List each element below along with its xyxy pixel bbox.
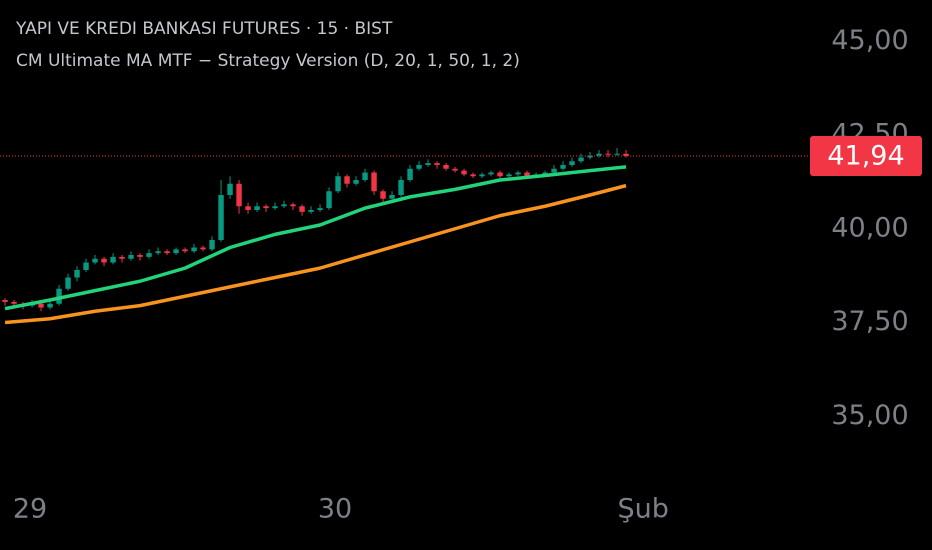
- candle-body: [110, 256, 116, 263]
- candle-body: [101, 258, 107, 263]
- x-tick-label: 29: [13, 494, 47, 525]
- candle-body: [407, 168, 413, 180]
- candle-body: [461, 170, 467, 175]
- candle-body: [425, 163, 431, 165]
- candle-body: [542, 172, 548, 175]
- candle-body: [92, 258, 98, 263]
- candle-body: [74, 270, 80, 278]
- candle-body: [290, 204, 296, 207]
- candle-body: [389, 195, 395, 199]
- candle-body: [569, 161, 575, 165]
- candle-body: [209, 240, 215, 250]
- candle-body: [164, 251, 170, 254]
- candle-body: [65, 277, 71, 289]
- candle-body: [308, 210, 314, 212]
- candle-body: [119, 256, 125, 259]
- candle-body: [371, 172, 377, 192]
- candle-body: [623, 153, 629, 156]
- candle-body: [272, 206, 278, 209]
- candle-body: [434, 163, 440, 165]
- candle-body: [254, 206, 260, 210]
- candle-body: [200, 247, 206, 250]
- candle-body: [398, 180, 404, 195]
- chart-title: YAPI VE KREDI BANKASI FUTURES · 15 · BIS…: [15, 19, 393, 39]
- candle-body: [524, 172, 530, 177]
- candle-body: [614, 153, 620, 155]
- last-price-box: [810, 136, 922, 176]
- candle-body: [38, 303, 44, 308]
- candle-body: [146, 253, 152, 257]
- candle-body: [587, 155, 593, 158]
- candle-body: [227, 183, 233, 195]
- candle-body: [281, 204, 287, 207]
- candle-body: [11, 301, 17, 304]
- ma-line: [4, 183, 627, 325]
- candle-body: [218, 195, 224, 240]
- candle-body: [605, 153, 611, 155]
- candle-body: [515, 172, 521, 175]
- last-price-label: 41,94: [827, 141, 904, 172]
- candle-body: [380, 191, 386, 199]
- chart-subtitle: CM Ultimate MA MTF − Strategy Version (D…: [16, 51, 520, 71]
- candle-body: [578, 157, 584, 162]
- candle-body: [47, 303, 53, 308]
- x-tick-label: 30: [318, 494, 352, 525]
- candle-body: [497, 172, 503, 177]
- ma-line: [4, 165, 627, 311]
- candle-body: [137, 255, 143, 257]
- y-tick-label: 35,00: [831, 400, 908, 431]
- candle-body: [83, 262, 89, 270]
- candle-body: [182, 249, 188, 252]
- candle-body: [173, 249, 179, 254]
- candle-body: [470, 174, 476, 177]
- candle-body: [551, 168, 557, 173]
- candle-body: [236, 183, 242, 207]
- candle-body: [506, 174, 512, 177]
- candle-body: [326, 191, 332, 209]
- candle-body: [560, 165, 566, 169]
- candle-body: [299, 206, 305, 212]
- candle-body: [479, 174, 485, 177]
- candle-body: [56, 288, 62, 304]
- y-tick-label: 45,00: [831, 25, 908, 56]
- x-tick-label: Şub: [617, 494, 668, 525]
- candle-body: [155, 251, 161, 254]
- candle-body: [416, 165, 422, 169]
- candle-body: [128, 255, 134, 259]
- candle-body: [263, 206, 269, 209]
- candle-body: [335, 176, 341, 192]
- y-tick-label: 40,00: [831, 212, 908, 243]
- candle-body: [191, 247, 197, 252]
- candle-body: [362, 172, 368, 180]
- candle-body: [344, 176, 350, 184]
- candle-body: [2, 300, 8, 302]
- candle-body: [317, 208, 323, 210]
- candle-body: [452, 168, 458, 171]
- candle-body: [443, 165, 449, 169]
- candle-body: [353, 180, 359, 184]
- y-tick-label: 37,50: [831, 306, 908, 337]
- candle-body: [596, 153, 602, 156]
- candle-body: [245, 206, 251, 210]
- candle-body: [488, 172, 494, 175]
